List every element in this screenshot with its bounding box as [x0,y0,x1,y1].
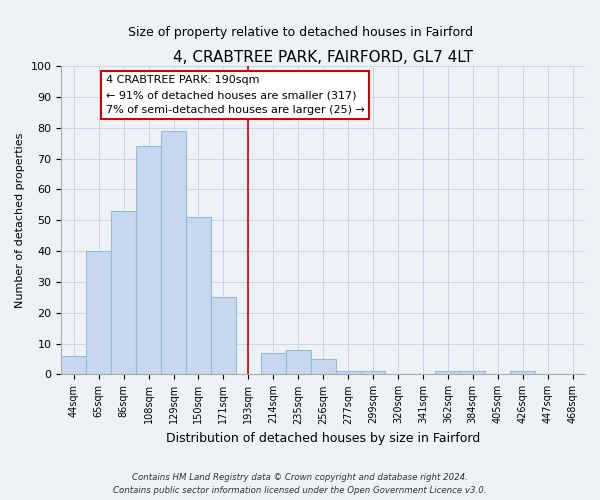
Bar [211,298,236,374]
Y-axis label: Number of detached properties: Number of detached properties [15,132,25,308]
Text: 4 CRABTREE PARK: 190sqm
← 91% of detached houses are smaller (317)
7% of semi-de: 4 CRABTREE PARK: 190sqm ← 91% of detache… [106,76,365,115]
Title: 4, CRABTREE PARK, FAIRFORD, GL7 4LT: 4, CRABTREE PARK, FAIRFORD, GL7 4LT [173,50,473,65]
Bar [311,359,335,374]
Text: Size of property relative to detached houses in Fairford: Size of property relative to detached ho… [128,26,473,39]
Bar [61,356,86,374]
Bar [161,131,186,374]
Bar [261,353,286,374]
Bar [136,146,161,374]
Bar [286,350,311,374]
Bar [335,372,361,374]
Bar [460,372,485,374]
Bar [510,372,535,374]
Bar [361,372,385,374]
Text: Contains HM Land Registry data © Crown copyright and database right 2024.
Contai: Contains HM Land Registry data © Crown c… [113,474,487,495]
Bar [86,251,111,374]
X-axis label: Distribution of detached houses by size in Fairford: Distribution of detached houses by size … [166,432,480,445]
Bar [436,372,460,374]
Bar [111,211,136,374]
Bar [186,217,211,374]
